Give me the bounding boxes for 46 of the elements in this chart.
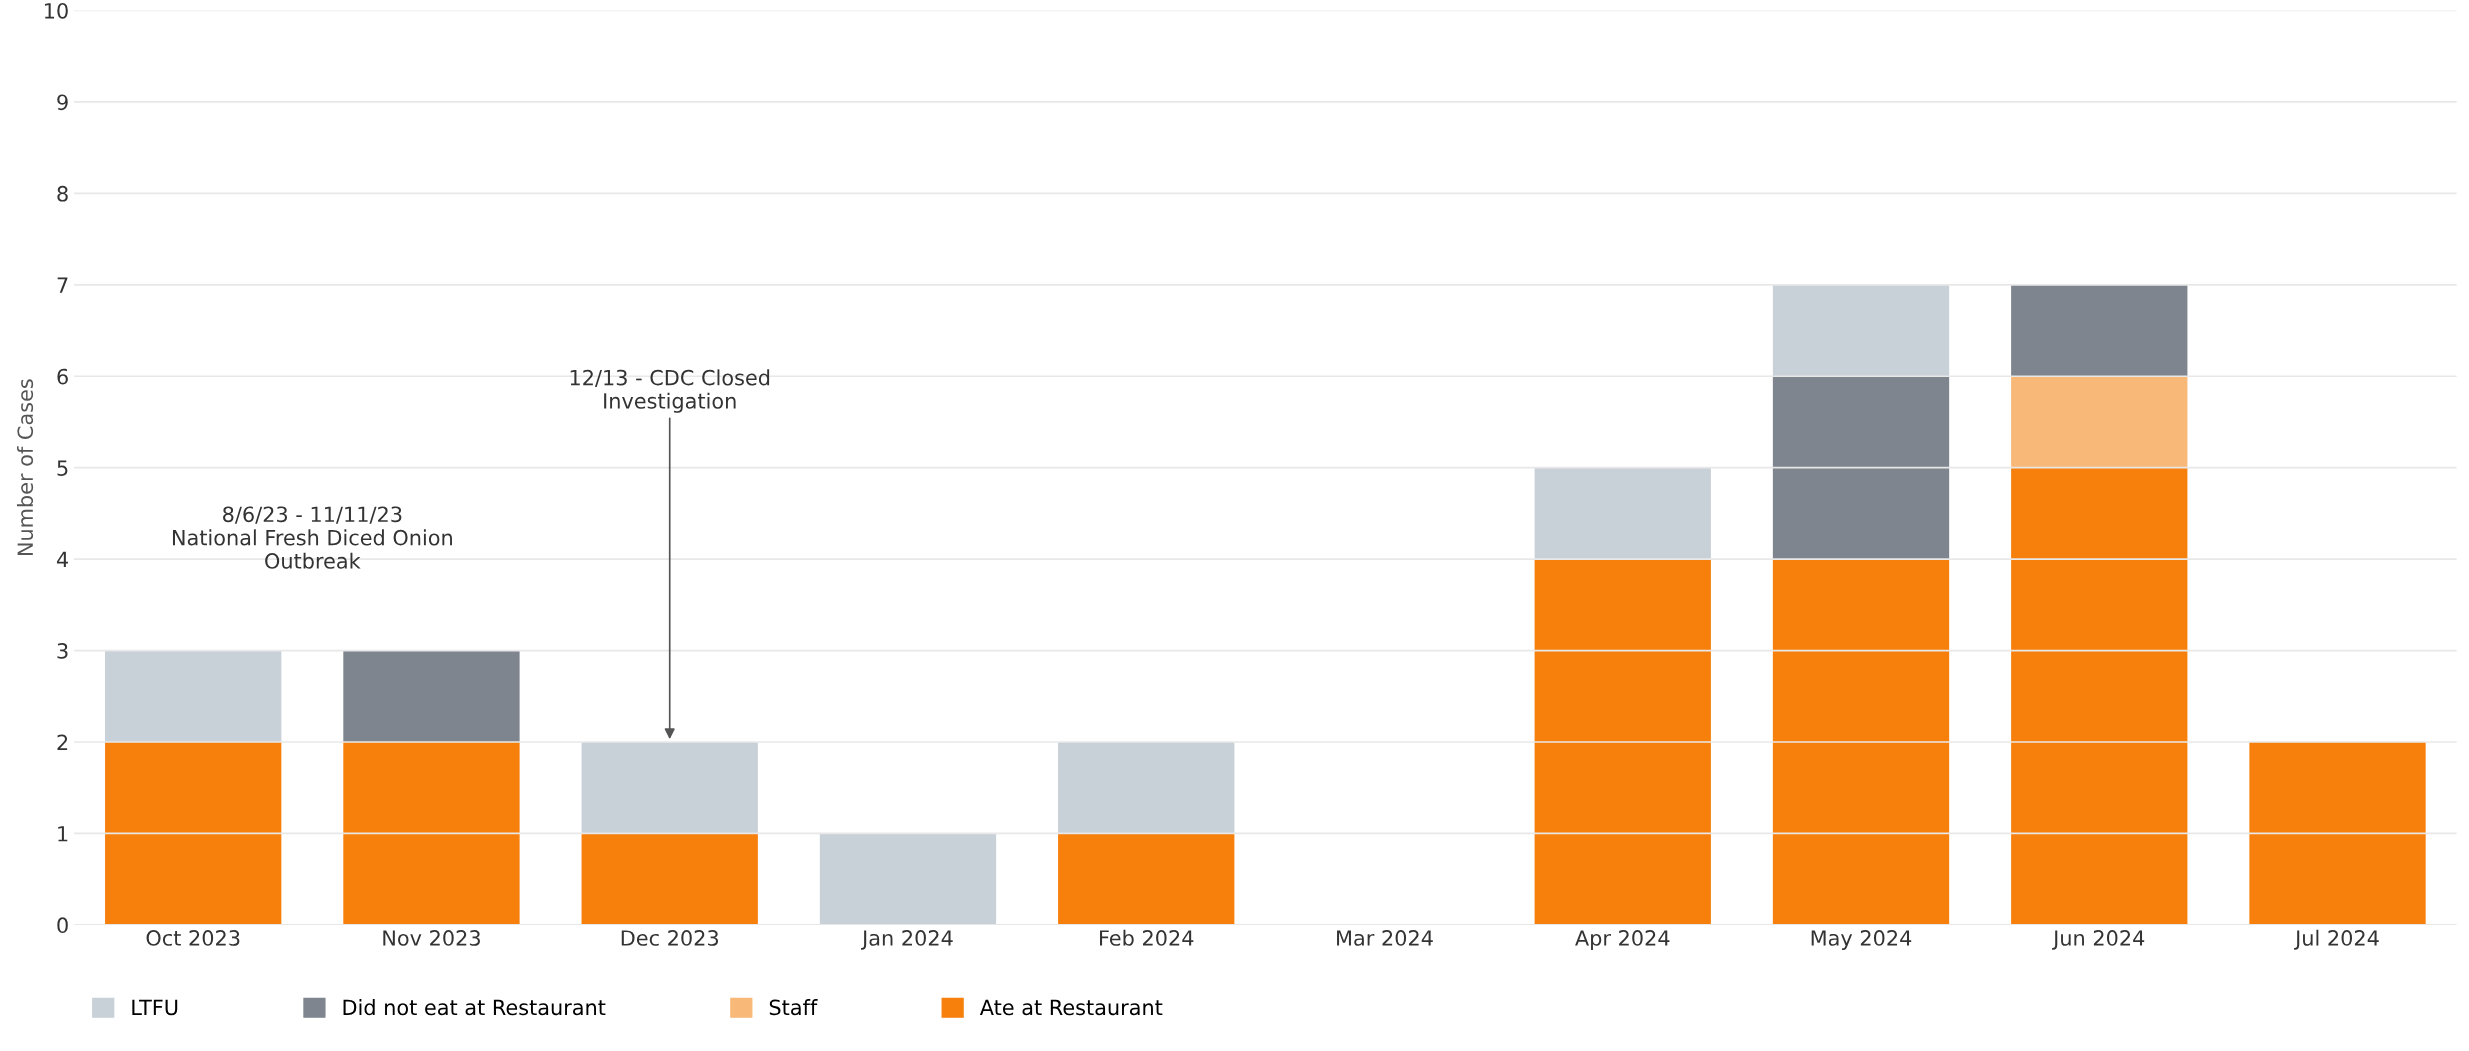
bar: [2011, 284, 2188, 377]
bar: [1772, 284, 1950, 377]
bar: [819, 833, 997, 925]
x-tick-label: Dec 2023: [621, 930, 719, 946]
x-tick-label: Oct 2023: [146, 930, 240, 946]
bar: [581, 742, 758, 834]
legend-label: Ate at Restaurant: [979, 999, 1163, 1016]
y-tick-label: 3: [57, 643, 68, 659]
bar: [2249, 742, 2426, 925]
y-tick-label: 5: [57, 460, 68, 476]
y-tick-label: 4: [56, 551, 69, 568]
y-tick-label: 0: [57, 917, 68, 934]
x-tick-label: Jun 2024: [2052, 930, 2145, 950]
y-tick-label: 8: [57, 185, 68, 202]
bar: [1058, 742, 1235, 834]
bar: [581, 833, 758, 925]
x-tick-label: Nov 2023: [383, 930, 480, 946]
bar: [105, 742, 282, 925]
x-tick-label: Jan 2024: [861, 930, 953, 950]
x-tick-label: Feb 2024: [1100, 929, 1194, 946]
y-tick-label: 6: [57, 368, 68, 385]
annotation: 8/6/23 - 11/11/23 National Fresh Diced Onion Outbreak: [172, 506, 452, 569]
legend-label: LTFU: [132, 999, 178, 1016]
bar: [1058, 833, 1235, 925]
x-tick-label: Mar 2024: [1337, 930, 1433, 946]
y-tick-label: 10: [44, 2, 68, 19]
annotation: 12/13 - CDC Closed Investigation: [570, 369, 770, 413]
x-tick-label: May 2024: [1811, 930, 1912, 950]
bar: [105, 650, 282, 743]
bar: [343, 650, 520, 743]
bar: [1772, 376, 1950, 560]
bar: [1534, 467, 1711, 560]
bar: [1772, 559, 1950, 925]
y-tick-label: 7: [57, 277, 68, 293]
legend-label: Did not eat at Restaurant: [343, 999, 606, 1016]
legend-label: Staff: [769, 999, 818, 1016]
y-tick-label: 1: [58, 826, 68, 842]
x-tick-label: Jul 2024: [2294, 929, 2379, 950]
y-axis-title: Number of Cases: [16, 379, 34, 556]
bar: [343, 742, 520, 925]
bar: [1534, 559, 1711, 925]
x-tick-label: Apr 2024: [1575, 930, 1670, 950]
y-tick-label: 2: [57, 734, 68, 750]
bar: [2011, 376, 2188, 468]
bar: [2011, 467, 2188, 925]
y-tick-label: 9: [57, 94, 68, 111]
